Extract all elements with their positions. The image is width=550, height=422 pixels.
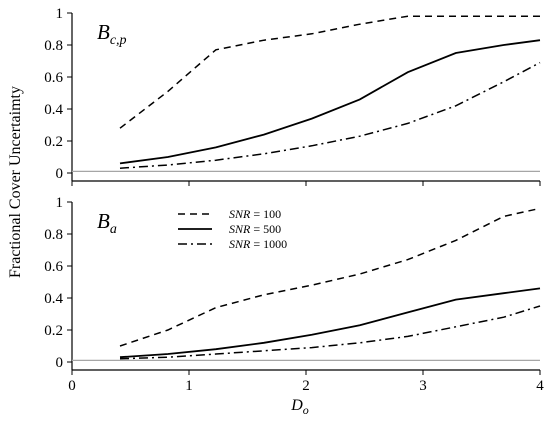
legend-label: SNR = 1000	[229, 237, 287, 251]
x-tick-label: 4	[536, 378, 544, 394]
y-tick-label: 0	[56, 355, 64, 371]
top-panel: 0 0.2 0.4 0.6 0.8 1 Bc,p	[44, 6, 541, 186]
x-tick-label: 3	[419, 378, 427, 394]
y-tick-label: 0.8	[44, 227, 63, 243]
panel-label: Ba	[97, 209, 117, 237]
x-tick-label: 2	[302, 378, 310, 394]
legend-label: SNR = 500	[229, 222, 281, 236]
panel-label: Bc,p	[97, 20, 127, 48]
y-tick-label: 0.8	[44, 38, 63, 54]
series-line-snr-1000	[119, 61, 541, 169]
series-line-snr-500	[119, 287, 541, 359]
series-line-snr-100	[119, 207, 541, 347]
y-tick-label: 1	[56, 6, 64, 22]
y-tick-label: 1	[56, 195, 64, 211]
series-line-snr-100	[119, 15, 540, 129]
series-line-snr-500	[119, 39, 541, 165]
y-axis-label: Fractional Cover Uncertaimty	[7, 86, 24, 278]
legend-label: SNR = 100	[229, 207, 281, 221]
bottom-panel: 0 0.2 0.4 0.6 0.8 1 0 1 2 3 4 Ba Do	[44, 195, 544, 417]
y-tick-label: 0.6	[44, 70, 63, 86]
x-axis-label: Do	[290, 397, 309, 417]
series-line-snr-1000	[119, 305, 541, 360]
x-tick-label: 1	[185, 378, 193, 394]
y-tick-label: 0.2	[44, 323, 63, 339]
y-tick-label: 0.4	[44, 291, 63, 307]
y-tick-label: 0.2	[44, 134, 63, 150]
x-tick-label: 0	[68, 378, 76, 394]
y-tick-label: 0.6	[44, 259, 63, 275]
y-tick-label: 0.4	[44, 102, 63, 118]
y-tick-label: 0	[56, 166, 64, 182]
